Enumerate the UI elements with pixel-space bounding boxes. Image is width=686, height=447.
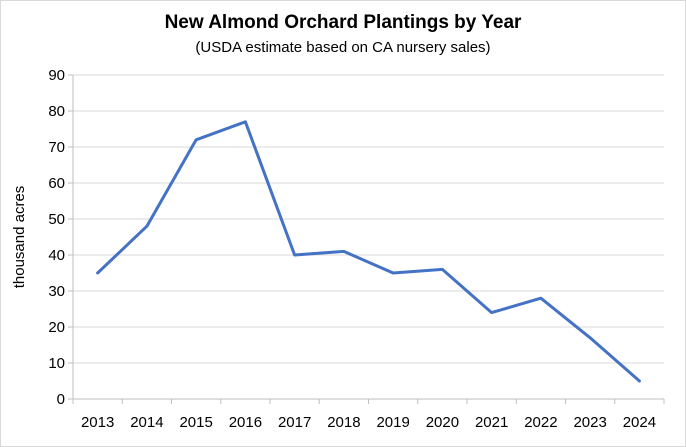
y-tick-label-90: 90 bbox=[48, 67, 65, 84]
y-tick-label-0: 0 bbox=[57, 391, 65, 408]
y-tick-label-20: 20 bbox=[48, 319, 65, 336]
x-tick-label-2023: 2023 bbox=[573, 414, 606, 431]
gridlines bbox=[73, 74, 664, 364]
chart-subtitle: (USDA estimate based on CA nursery sales… bbox=[195, 39, 491, 56]
x-tick-label-2017: 2017 bbox=[278, 414, 311, 431]
x-tick-label-2015: 2015 bbox=[179, 414, 212, 431]
series-line-0 bbox=[96, 120, 641, 383]
y-axis-label: thousand acres bbox=[11, 186, 28, 289]
series-group bbox=[96, 120, 641, 383]
x-tick-labels: 2013 2014 2015 2016 2017 2018 2019 2020 2021 2022… bbox=[81, 414, 656, 431]
x-tick-label-2022: 2022 bbox=[524, 414, 557, 431]
y-tick-label-80: 80 bbox=[48, 103, 65, 120]
y-tick-label-40: 40 bbox=[48, 247, 65, 264]
x-tick-label-2018: 2018 bbox=[327, 414, 360, 431]
x-tick-label-2024: 2024 bbox=[623, 414, 656, 431]
y-tick-labels: 0 10 20 30 40 50 60 70 80 90 bbox=[48, 67, 65, 408]
axes bbox=[68, 74, 665, 404]
x-tick-label-2021: 2021 bbox=[475, 414, 508, 431]
y-tick-label-70: 70 bbox=[48, 139, 65, 156]
y-tick-label-10: 10 bbox=[48, 355, 65, 372]
x-tick-label-2020: 2020 bbox=[426, 414, 459, 431]
y-tick-label-60: 60 bbox=[48, 175, 65, 192]
x-tick-label-2019: 2019 bbox=[376, 414, 409, 431]
y-tick-label-30: 30 bbox=[48, 283, 65, 300]
x-tick-label-2013: 2013 bbox=[81, 414, 114, 431]
x-tick-label-2016: 2016 bbox=[229, 414, 262, 431]
chart-title: New Almond Orchard Plantings by Year bbox=[164, 12, 522, 33]
x-tick-label-2014: 2014 bbox=[130, 414, 163, 431]
y-tick-label-50: 50 bbox=[48, 211, 65, 228]
